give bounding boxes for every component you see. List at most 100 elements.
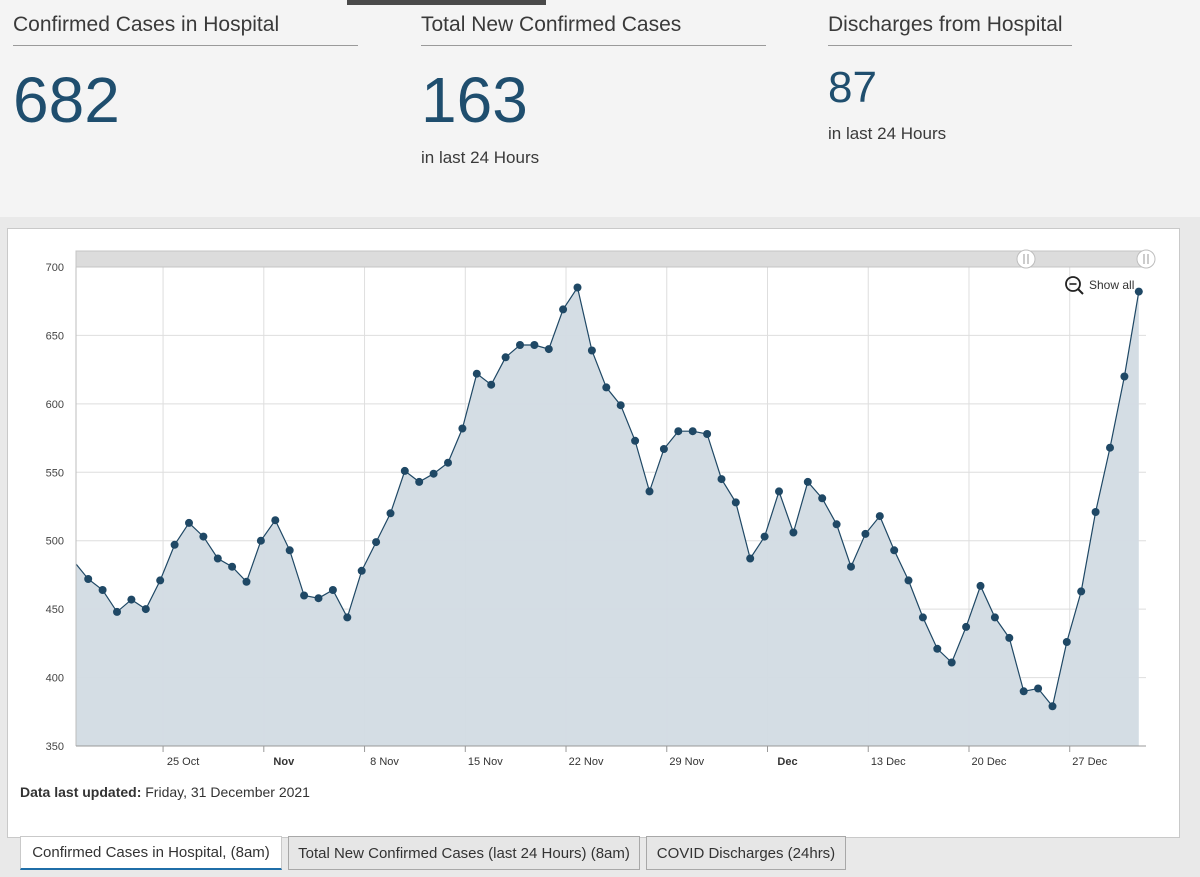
x-tick-label: 29 Nov — [669, 756, 704, 768]
data-point — [127, 595, 136, 604]
x-tick-label: 8 Nov — [370, 756, 399, 768]
data-point — [1034, 684, 1043, 693]
data-point — [256, 536, 265, 545]
y-tick-label: 550 — [46, 467, 64, 479]
data-point — [328, 586, 337, 594]
data-point — [947, 658, 956, 667]
tab-covid-discharges[interactable]: COVID Discharges (24hrs) — [646, 836, 846, 870]
data-point — [141, 605, 150, 614]
x-tick-label: 20 Dec — [972, 756, 1007, 768]
data-point — [746, 554, 755, 563]
data-point — [98, 586, 107, 594]
data-point — [890, 546, 899, 555]
updated-label: Data last updated: — [20, 784, 142, 800]
data-point — [875, 512, 884, 521]
hospital-cases-chart: 350 400 450 500 550 600 650 700 25 Oct Nov 8 Nov 15… — [46, 249, 1156, 768]
data-point — [573, 283, 582, 292]
data-point — [818, 494, 827, 503]
x-tick-label: 25 Oct — [167, 756, 199, 768]
data-point — [343, 613, 352, 622]
stat-value: 87 — [828, 63, 877, 112]
show-all-button[interactable]: Show all — [1065, 276, 1134, 295]
chart-panel: 350 400 450 500 550 600 650 700 25 Oct Nov 8 Nov 15… — [7, 228, 1180, 838]
range-navigator[interactable] — [75, 249, 1156, 269]
data-point — [645, 487, 654, 496]
x-tick-label: 22 Nov — [569, 756, 604, 768]
data-point — [400, 466, 409, 475]
stat-new-confirmed: Total New Confirmed Cases 163 in last 24… — [421, 0, 766, 168]
data-point — [458, 424, 467, 433]
data-point — [1091, 508, 1100, 516]
data-point — [530, 341, 539, 349]
stat-title: Discharges from Hospital — [828, 0, 1072, 46]
data-last-updated: Data last updated: Friday, 31 December 2… — [20, 784, 310, 800]
data-point — [113, 607, 121, 616]
data-point — [1005, 633, 1014, 642]
navigator-track[interactable] — [75, 250, 1147, 268]
data-point — [775, 487, 783, 496]
y-tick-label: 500 — [46, 536, 64, 548]
y-tick-label: 450 — [46, 604, 64, 616]
data-point — [501, 353, 510, 362]
y-tick-label: 700 — [46, 262, 64, 274]
x-tick-label: Dec — [777, 756, 797, 768]
data-point — [185, 518, 193, 527]
data-point — [1062, 638, 1071, 646]
data-point — [918, 613, 927, 622]
stat-value: 682 — [13, 64, 120, 136]
point-layer — [84, 283, 1143, 711]
data-point — [357, 566, 366, 575]
data-point — [213, 554, 222, 563]
x-tick-label: Nov — [273, 756, 295, 768]
series-area — [76, 287, 1139, 746]
data-point — [933, 644, 942, 653]
data-point — [803, 477, 812, 486]
show-all-label: Show all — [1089, 278, 1134, 292]
x-tick-label: 27 Dec — [1072, 756, 1107, 768]
data-point — [861, 529, 870, 538]
data-point — [847, 562, 855, 571]
data-point — [516, 341, 524, 349]
tab-confirmed-cases-in-hospital[interactable]: Confirmed Cases in Hospital, (8am) — [20, 836, 282, 870]
data-point — [659, 445, 668, 453]
data-point — [156, 576, 165, 585]
data-point — [228, 562, 237, 571]
stat-value: 163 — [421, 64, 528, 136]
y-tick-label: 600 — [46, 399, 64, 411]
data-point — [717, 475, 726, 484]
data-point — [429, 469, 438, 478]
data-point — [170, 540, 179, 549]
data-point — [487, 380, 496, 389]
tab-total-new-confirmed-cases[interactable]: Total New Confirmed Cases (last 24 Hours… — [288, 836, 640, 870]
data-point — [688, 427, 697, 436]
navigator-left-handle[interactable] — [1016, 249, 1036, 269]
data-point — [703, 430, 712, 438]
data-point — [1048, 702, 1057, 711]
data-point — [674, 427, 683, 436]
data-point — [271, 516, 280, 525]
data-point — [1120, 372, 1129, 381]
data-point — [904, 576, 913, 585]
data-point — [372, 538, 381, 547]
x-tick-label: 13 Dec — [871, 756, 906, 768]
top-selection-bar — [347, 0, 546, 5]
zoom-out-icon — [1065, 276, 1084, 295]
data-point — [760, 532, 769, 541]
data-point — [616, 401, 625, 410]
stat-subtitle: in last 24 Hours — [421, 148, 540, 167]
data-point — [631, 436, 640, 445]
data-point — [544, 345, 553, 354]
data-point — [789, 528, 798, 537]
data-point — [386, 509, 395, 518]
data-point — [962, 622, 971, 631]
stat-subtitle: in last 24 Hours — [828, 124, 947, 143]
data-point — [587, 346, 596, 355]
area-layer — [75, 285, 1140, 746]
data-point — [1134, 287, 1143, 296]
data-point — [472, 369, 481, 378]
stat-confirmed-in-hospital: Confirmed Cases in Hospital 682 — [13, 0, 358, 136]
navigator-right-handle[interactable] — [1136, 249, 1156, 269]
data-point — [300, 591, 309, 600]
stat-discharges: Discharges from Hospital 87 in last 24 H… — [828, 0, 1072, 144]
data-point — [1019, 687, 1028, 696]
